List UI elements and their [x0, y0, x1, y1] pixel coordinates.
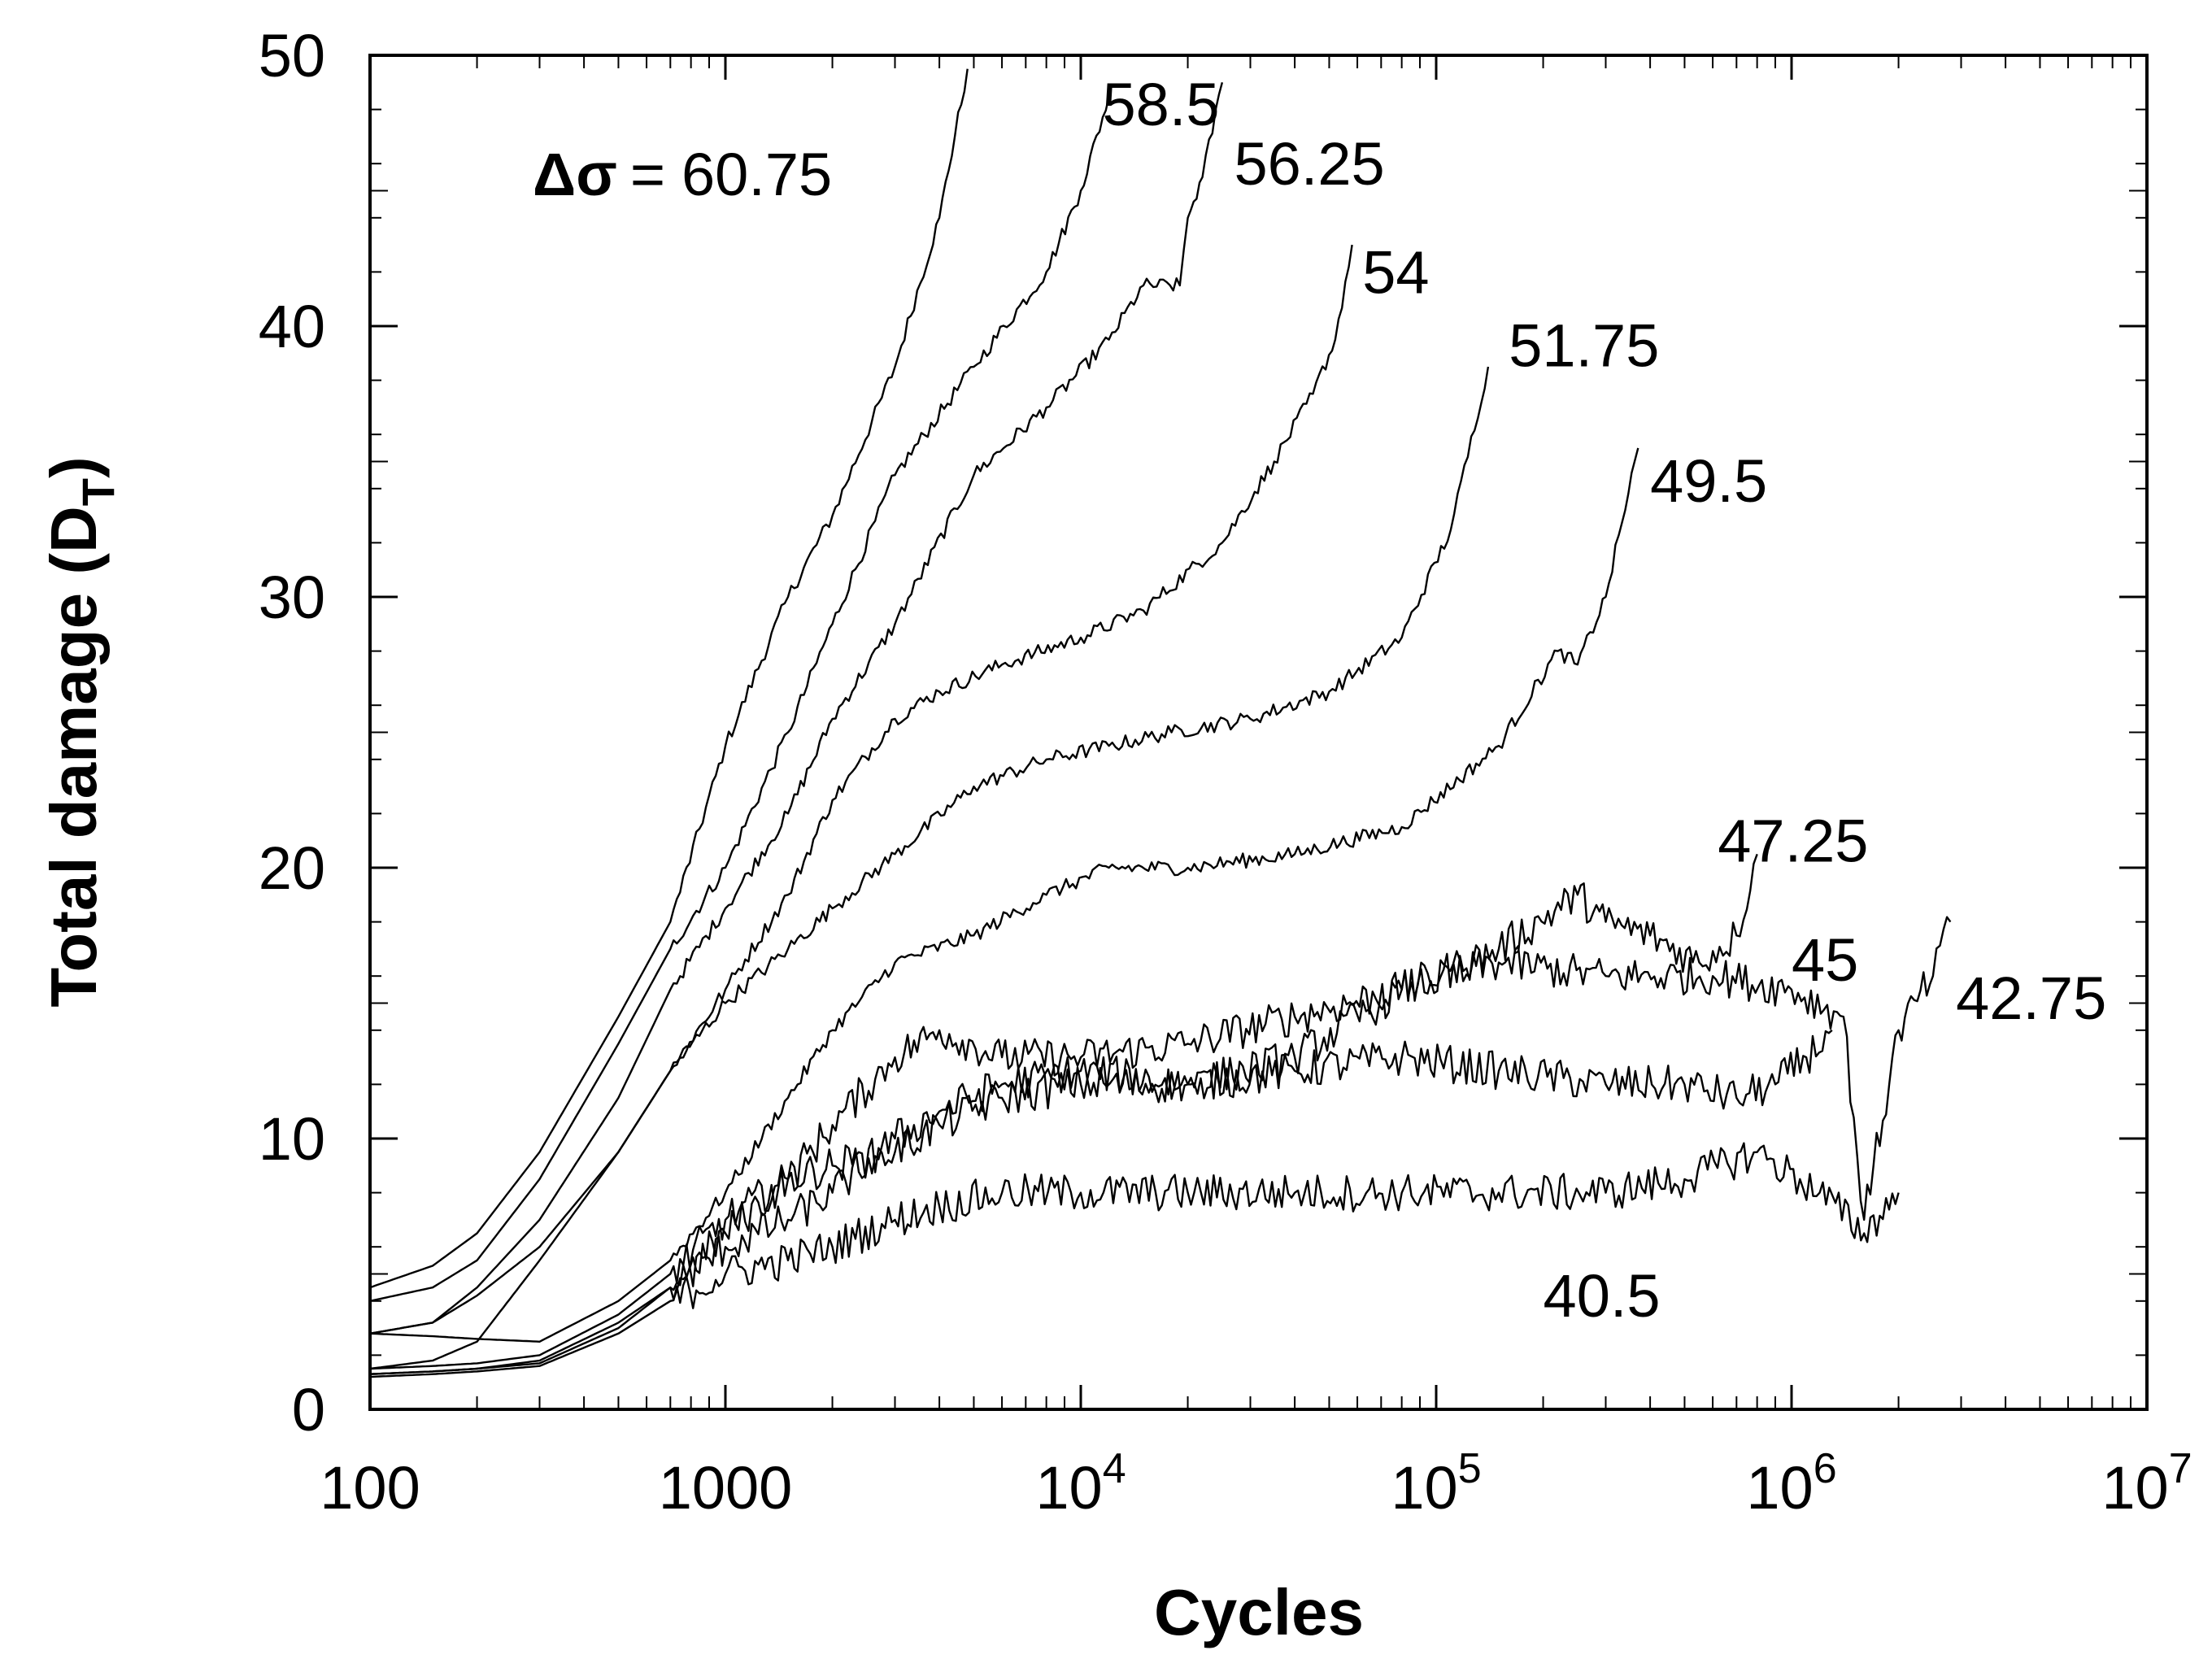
series-layer	[369, 68, 1952, 1378]
series-line-45	[369, 1029, 1833, 1370]
y-tick-label: 50	[259, 22, 325, 89]
curve-label-51.75: 51.75	[1509, 311, 1659, 379]
curve-label-54: 54	[1362, 238, 1429, 306]
curve-label-47.25: 47.25	[1718, 808, 1868, 875]
curve-labels: 58.556.25 54 51.75 49.5 47.25 45 42.75 40.5	[1103, 71, 2107, 1330]
x-axis-title: Cycles	[1154, 1576, 1364, 1648]
x-tick-label-base: 10	[1035, 1454, 1102, 1522]
x-tick-label-exponent: 7	[2169, 1445, 2192, 1492]
y-axis-title-close: )	[37, 456, 110, 478]
x-tick-label-base: 10	[1391, 1454, 1457, 1522]
x-tick-label: 106	[1746, 1445, 1836, 1522]
y-axis-title-subscript: T	[72, 478, 124, 506]
x-tick-label-base: 10	[2101, 1454, 2168, 1522]
y-tick-label: 0	[292, 1376, 325, 1443]
curve-label-58.5: 58.5	[1103, 71, 1220, 138]
series-line-51.75	[369, 366, 1490, 1370]
curve-label-40.5: 40.5	[1544, 1262, 1661, 1330]
plot-frame	[368, 54, 2149, 1411]
y-tick-label: 40	[259, 293, 325, 360]
major-ticks	[368, 54, 2147, 1411]
delta-sigma-value: 60.75	[681, 141, 832, 208]
y-axis-title-main: Total damage (D	[37, 506, 110, 1007]
y-tick-label: 20	[259, 834, 325, 902]
minor-ticks	[370, 55, 2147, 1409]
series-line-58.5	[369, 95, 1110, 1302]
delta-sigma-label: Δσ = 60.75	[533, 141, 832, 208]
x-tick-label-exponent: 4	[1103, 1445, 1126, 1492]
x-tick-label-base: 1000	[659, 1454, 793, 1522]
x-tick-label: 104	[1035, 1445, 1126, 1522]
x-tick-label-exponent: 6	[1814, 1445, 1837, 1492]
x-tick-label-exponent: 5	[1458, 1445, 1482, 1492]
series-line-54	[369, 244, 1353, 1335]
x-tick-labels: 100 1000 104 105 106 107	[320, 1445, 2192, 1522]
y-tick-label: 10	[259, 1105, 325, 1173]
x-tick-label: 1000	[659, 1454, 793, 1522]
curve-label-42.75: 42.75	[1956, 964, 2106, 1032]
x-tick-label: 107	[2101, 1445, 2192, 1522]
y-tick-label: 30	[259, 564, 325, 631]
series-line-49.5	[369, 447, 1639, 1343]
x-tick-label-base: 10	[1746, 1454, 1813, 1522]
curve-label-45: 45	[1792, 926, 1858, 994]
x-tick-label: 105	[1391, 1445, 1481, 1522]
series-line-56.25	[369, 81, 1224, 1335]
curve-label-56.25: 56.25	[1234, 130, 1385, 198]
x-tick-label-base: 100	[320, 1454, 420, 1522]
y-axis-title: Total damage (DT)	[37, 456, 124, 1007]
series-line-47.25	[369, 853, 1758, 1375]
x-tick-label: 100	[320, 1454, 420, 1522]
delta-sigma-equals: =	[630, 141, 665, 208]
y-tick-labels: 0 10 20 30 40 50	[259, 22, 325, 1443]
series-line-60.75	[369, 68, 969, 1289]
curve-label-49.5: 49.5	[1650, 447, 1767, 515]
delta-sigma-symbol: Δσ	[533, 141, 617, 208]
series-line-40.5	[369, 1142, 1900, 1378]
series-line-42.75	[369, 916, 1952, 1375]
